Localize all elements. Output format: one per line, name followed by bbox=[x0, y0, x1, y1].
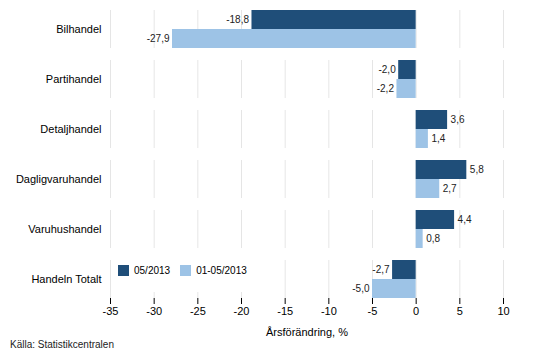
svg-text:-20: -20 bbox=[234, 305, 250, 317]
svg-text:Detaljhandel: Detaljhandel bbox=[40, 123, 101, 135]
svg-text:10: 10 bbox=[497, 305, 509, 317]
svg-text:-2,2: -2,2 bbox=[377, 83, 395, 94]
svg-text:-30: -30 bbox=[146, 305, 162, 317]
svg-text:-27,9: -27,9 bbox=[147, 33, 170, 44]
svg-text:Dagligvaruhandel: Dagligvaruhandel bbox=[16, 173, 102, 185]
svg-text:Handeln Totalt: Handeln Totalt bbox=[31, 273, 101, 285]
svg-text:-5,0: -5,0 bbox=[352, 283, 370, 294]
svg-text:-25: -25 bbox=[190, 305, 206, 317]
svg-text:-5: -5 bbox=[368, 305, 378, 317]
svg-text:-10: -10 bbox=[321, 305, 337, 317]
svg-text:-15: -15 bbox=[277, 305, 293, 317]
svg-text:5: 5 bbox=[457, 305, 463, 317]
svg-text:4,4: 4,4 bbox=[458, 214, 472, 225]
svg-text:0,8: 0,8 bbox=[426, 233, 440, 244]
svg-text:1,4: 1,4 bbox=[431, 133, 445, 144]
svg-text:Bilhandel: Bilhandel bbox=[56, 23, 101, 35]
svg-text:3,6: 3,6 bbox=[451, 114, 465, 125]
svg-text:2,7: 2,7 bbox=[443, 183, 457, 194]
svg-text:5,8: 5,8 bbox=[470, 164, 484, 175]
svg-text:Varuhushandel: Varuhushandel bbox=[28, 223, 101, 235]
svg-text:Partihandel: Partihandel bbox=[46, 73, 102, 85]
svg-text:Årsförändring, %: Årsförändring, % bbox=[266, 326, 348, 338]
svg-text:-18,8: -18,8 bbox=[226, 14, 249, 25]
html-text:01-05/2013: 01-05/2013 bbox=[196, 265, 247, 276]
svg-text:-2,7: -2,7 bbox=[372, 264, 390, 275]
html-text:05/2013: 05/2013 bbox=[134, 265, 171, 276]
svg-text:-35: -35 bbox=[103, 305, 119, 317]
svg-text:-2,0: -2,0 bbox=[378, 64, 396, 75]
html-text:Källa: Statistikcentralen: Källa: Statistikcentralen bbox=[10, 339, 114, 350]
svg-text:0: 0 bbox=[413, 305, 419, 317]
